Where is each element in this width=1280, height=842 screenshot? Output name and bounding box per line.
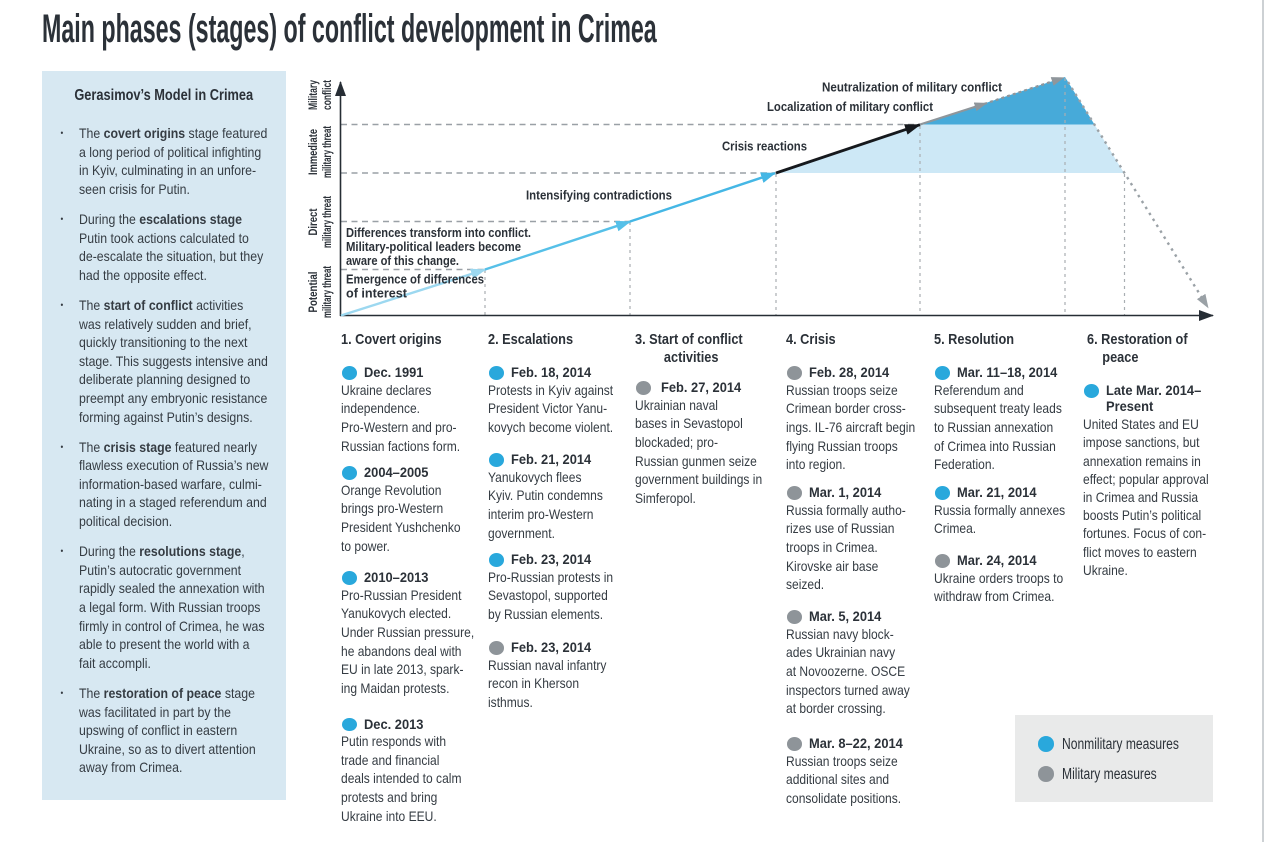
svg-text:Potential: Potential <box>308 272 320 313</box>
svg-text:aware of this change.: aware of this change. <box>346 253 459 268</box>
svg-text:Neutralization of military con: Neutralization of military conflict <box>822 80 1003 95</box>
svg-text:Intensifying contradictions: Intensifying contradictions <box>526 188 672 203</box>
svg-text:Military-political leaders bec: Military-political leaders become <box>346 239 521 254</box>
svg-text:Military: Military <box>308 80 320 110</box>
svg-text:of interest: of interest <box>346 286 408 301</box>
svg-text:Immediate: Immediate <box>308 129 320 175</box>
svg-text:Emergence of differences: Emergence of differences <box>346 272 484 287</box>
svg-text:military threat: military threat <box>322 126 334 178</box>
svg-text:Differences transform into con: Differences transform into conflict. <box>346 225 531 240</box>
svg-text:conflict: conflict <box>322 80 334 110</box>
svg-text:Localization of military confl: Localization of military conflict <box>767 99 934 114</box>
svg-text:military threat: military threat <box>322 196 334 248</box>
svg-text:Crisis reactions: Crisis reactions <box>722 139 807 154</box>
svg-text:military threat: military threat <box>322 266 334 318</box>
svg-text:Direct: Direct <box>308 208 320 235</box>
